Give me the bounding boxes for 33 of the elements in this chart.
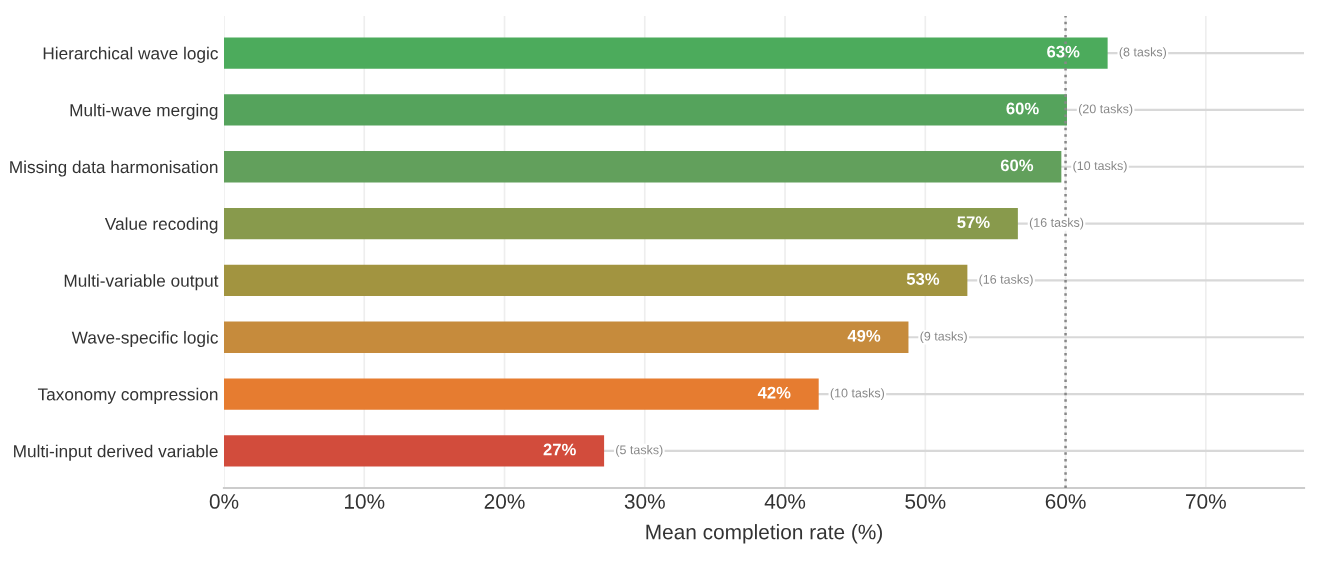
bar	[224, 321, 909, 353]
y-tick-label: Taxonomy compression	[37, 387, 218, 404]
y-tick-label: Multi-input derived variable	[14, 444, 218, 461]
data-label: 49%	[847, 329, 881, 342]
x-tick-label: 0%	[209, 494, 239, 509]
data-label: 42%	[757, 386, 791, 399]
data-label: 63%	[1047, 45, 1080, 58]
data-label: 60%	[1000, 159, 1034, 172]
y-tick-label: Hierarchical wave logic	[43, 46, 218, 63]
data-label: 57%	[957, 216, 990, 229]
x-tick-label: 30%	[624, 494, 665, 509]
bar	[224, 264, 968, 297]
bar	[224, 37, 1108, 69]
x-tick-label: 70%	[1186, 494, 1226, 509]
y-tick-label: Missing data harmonisation	[10, 160, 218, 177]
bar	[224, 207, 1018, 240]
x-tick-label: 10%	[345, 494, 385, 509]
bar	[224, 151, 1062, 183]
x-tick-label: 60%	[1045, 494, 1086, 509]
y-tick-label: Multi-wave merging	[70, 103, 218, 120]
data-label: 27%	[543, 443, 576, 456]
x-tick-label: 40%	[764, 494, 806, 509]
bar	[224, 378, 819, 410]
y-tick-label: Value recoding	[104, 217, 218, 234]
x-tick-label: 50%	[905, 494, 946, 509]
bar	[224, 435, 605, 467]
x-tick-label: 20%	[484, 494, 525, 509]
y-tick-label: Multi-variable output	[64, 274, 219, 291]
data-label: 53%	[906, 273, 940, 285]
y-tick-label: Wave-specific logic	[71, 331, 218, 348]
data-label: 60%	[1006, 102, 1039, 115]
bar	[224, 94, 1067, 126]
x-axis-title: Mean completion rate (%)	[646, 524, 882, 544]
